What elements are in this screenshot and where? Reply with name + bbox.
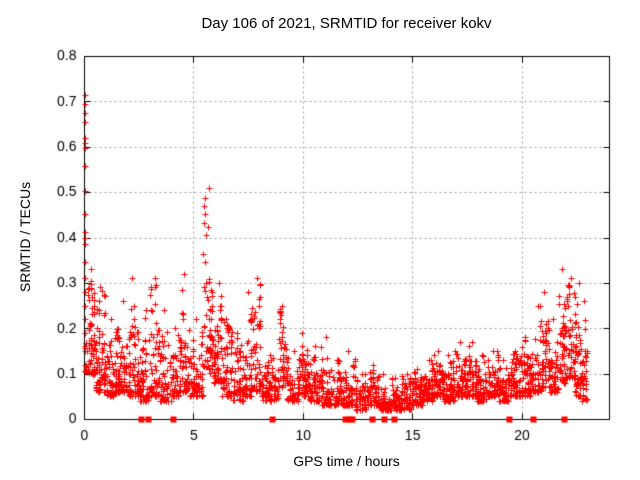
y-axis-label: SRMTID / TECUs (17, 181, 33, 293)
x-axis-label: GPS time / hours (293, 453, 400, 469)
chart-title: Day 106 of 2021, SRMTID for receiver kok… (201, 15, 492, 32)
